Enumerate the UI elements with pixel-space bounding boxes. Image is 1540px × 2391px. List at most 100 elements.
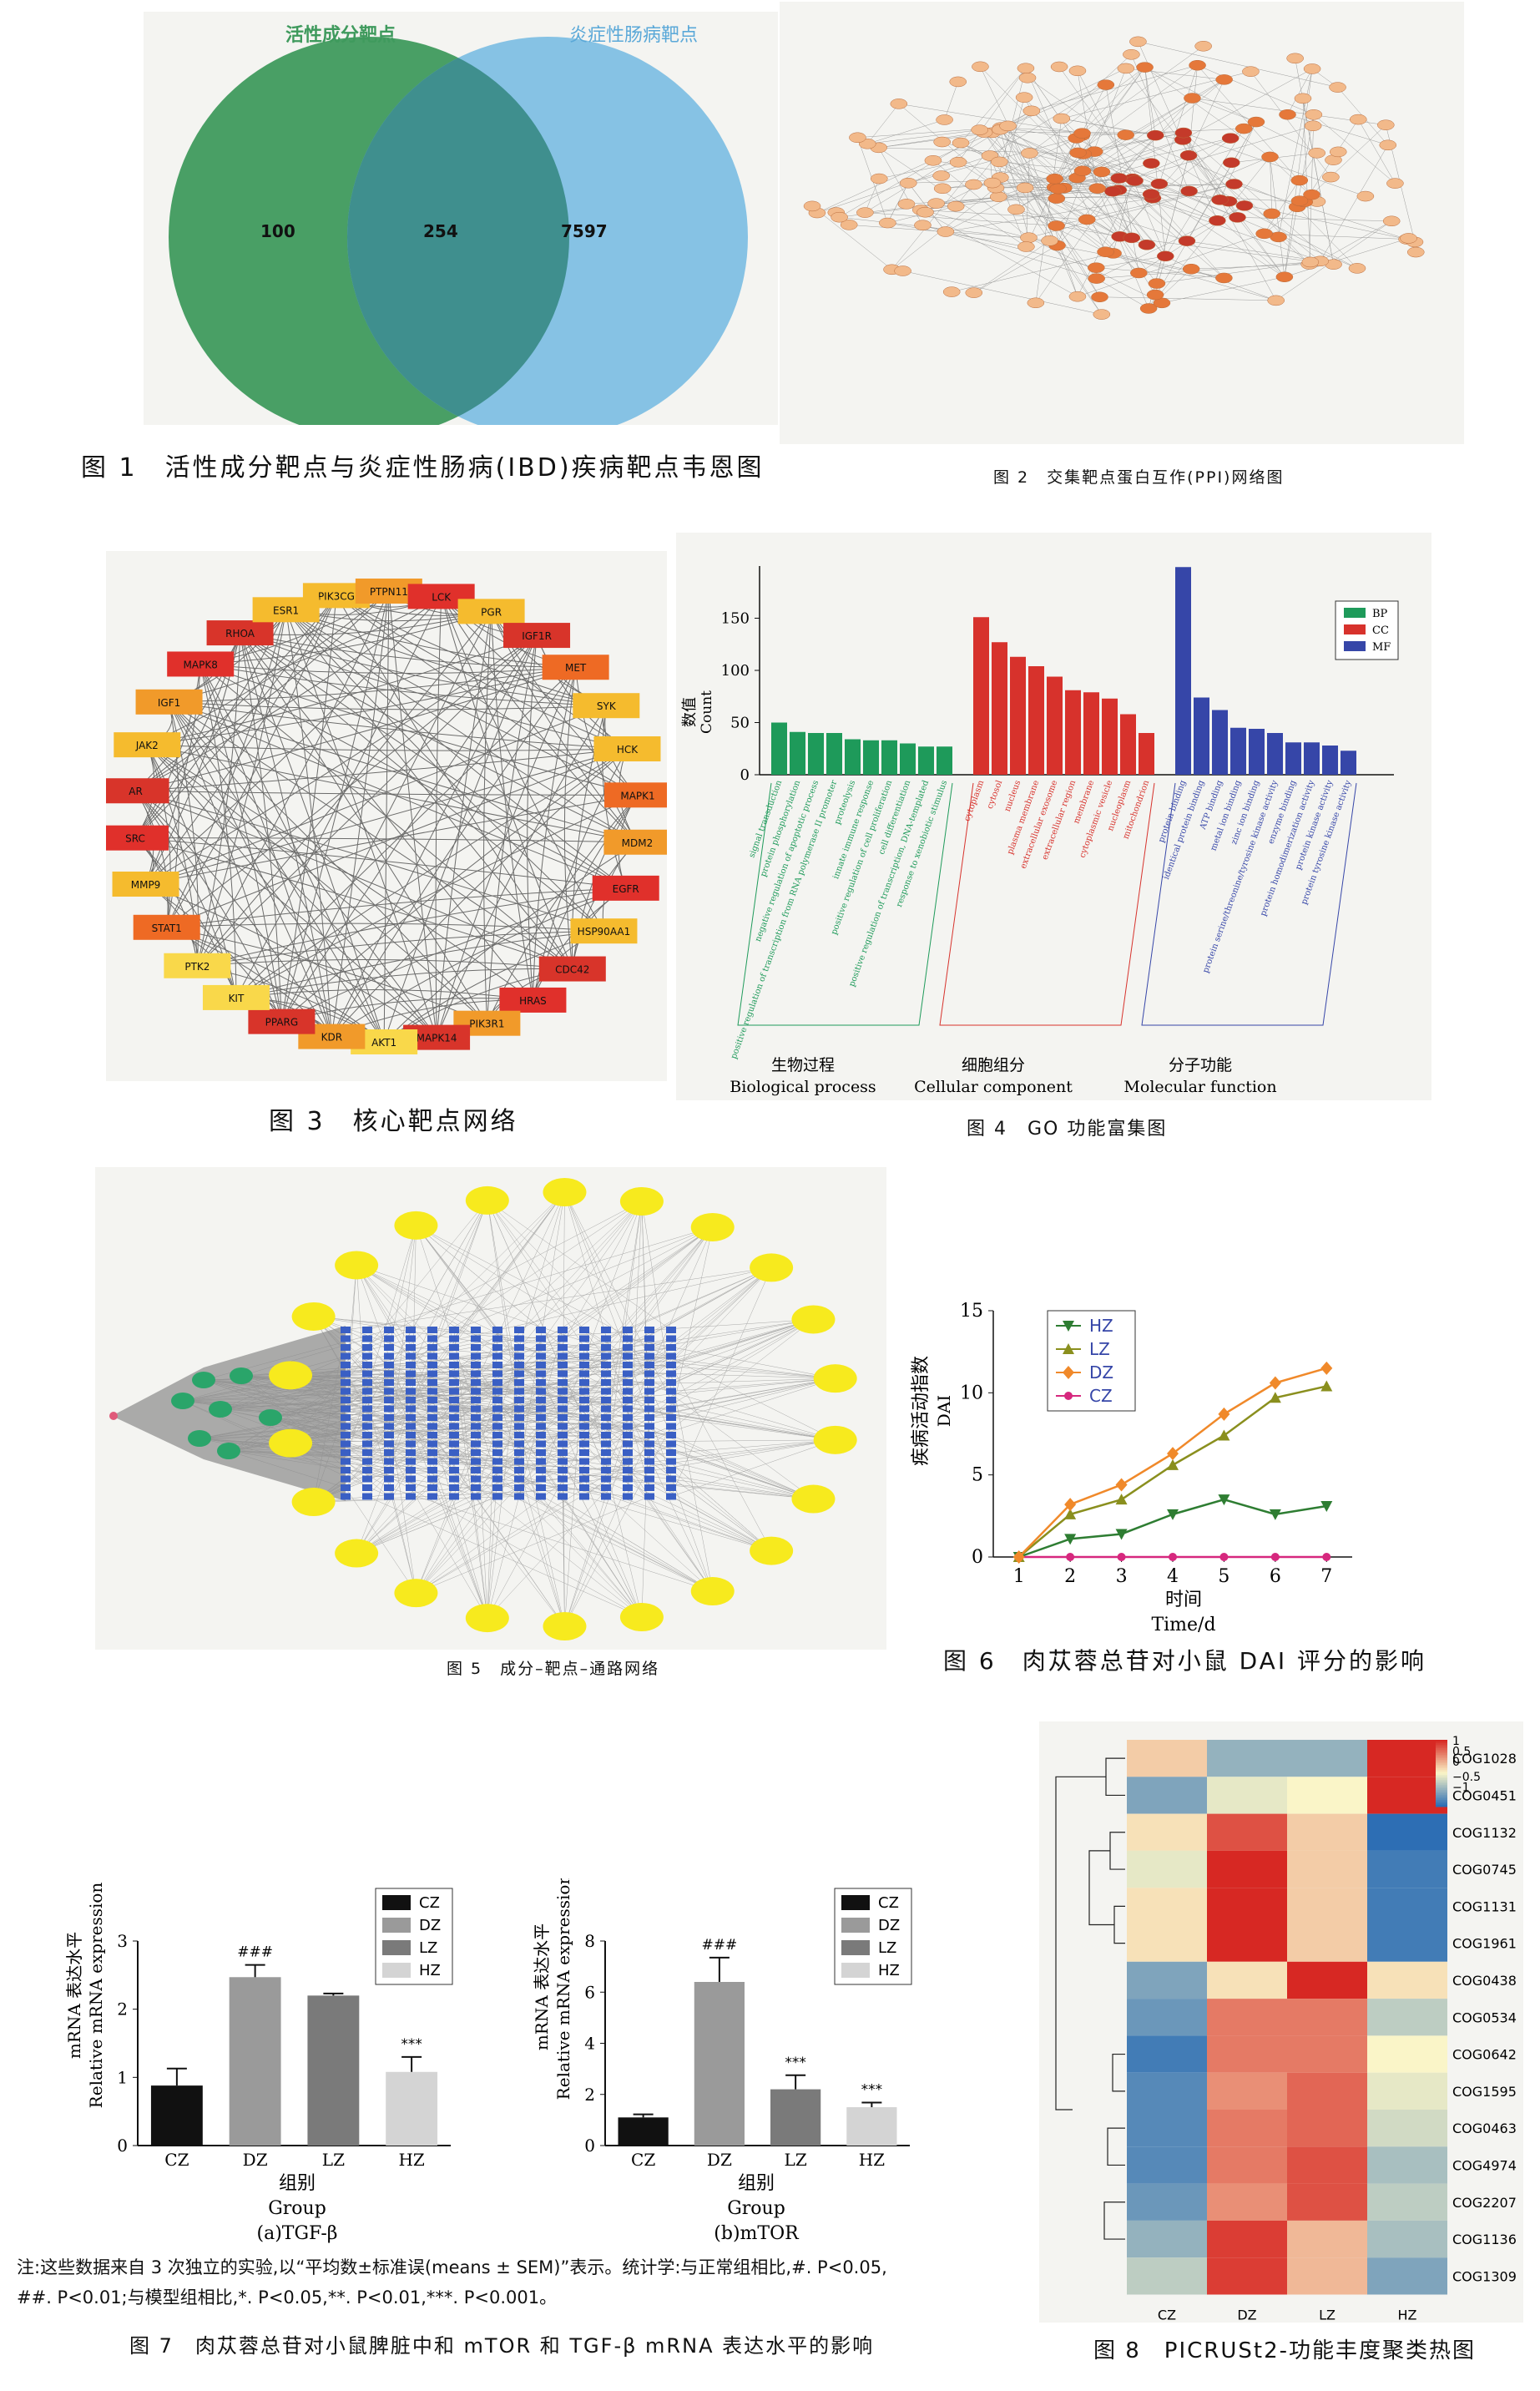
target-node <box>362 1458 372 1465</box>
ppi-edge <box>980 66 1057 226</box>
dai-point <box>1322 1553 1331 1561</box>
pathway-edge <box>562 1192 565 1436</box>
heatmap-cell <box>1127 2110 1207 2147</box>
pathway-node <box>465 1185 509 1215</box>
heatmap-row-label: COG1961 <box>1452 1936 1517 1952</box>
core-node-box <box>538 956 606 982</box>
ppi-node <box>1229 212 1246 223</box>
heatmap-scale-segment <box>1436 1782 1447 1784</box>
dendrogram-branch <box>1112 2053 1125 2092</box>
heatmap-scale-segment <box>1436 1795 1447 1797</box>
ppi-node <box>947 200 965 212</box>
pathway-edge <box>605 1469 814 1499</box>
target-node <box>449 1493 459 1500</box>
dendrogram-branch <box>1088 1850 1114 1926</box>
target-node <box>666 1440 676 1448</box>
core-edge <box>166 609 287 928</box>
go-group-cc-cn: 细胞组分 <box>962 1056 1025 1074</box>
dai-legend: HZ LZ DZ CZ <box>1047 1310 1136 1412</box>
ppi-edge <box>952 253 1113 292</box>
target-node <box>492 1475 502 1483</box>
bar-legend-swatch <box>382 1963 411 1978</box>
dai-point <box>1218 1494 1230 1506</box>
ppi-node <box>840 220 858 230</box>
ppi-edge <box>1148 156 1270 309</box>
heatmap-scale-segment <box>1436 1765 1447 1767</box>
target-node <box>579 1484 589 1491</box>
ppi-edge <box>902 270 1102 315</box>
target-node <box>558 1405 568 1413</box>
target-node <box>579 1467 589 1474</box>
heatmap-scale-segment <box>1436 1780 1447 1782</box>
target-node <box>341 1423 351 1430</box>
pathway-edge <box>605 1377 836 1453</box>
core-edge <box>285 609 607 706</box>
pathway-edge <box>487 1200 520 1392</box>
ppi-edge <box>1197 64 1314 115</box>
ppi-node <box>1048 193 1066 204</box>
target-node <box>406 1327 416 1333</box>
bar-legend-label: HZ <box>419 1962 441 1979</box>
pathway-edge <box>313 1316 542 1339</box>
ppi-node <box>933 183 952 195</box>
go-group-cc-en: Cellular component <box>914 1078 1073 1096</box>
target-node <box>514 1335 524 1342</box>
pathway-edge <box>670 1461 814 1499</box>
target-node <box>536 1362 546 1368</box>
ppi-edge <box>1320 220 1392 262</box>
pathway-edge <box>583 1487 772 1551</box>
core-node-label: JAK2 <box>135 740 159 751</box>
pathway-edge <box>518 1426 565 1627</box>
ppi-edge <box>1156 261 1310 284</box>
target-node <box>341 1484 351 1491</box>
ppi-node <box>1093 166 1111 178</box>
ppi-edge <box>1287 68 1313 115</box>
ppi-edge <box>1183 132 1334 265</box>
target-node <box>579 1388 589 1395</box>
pathway-edge <box>583 1329 814 1499</box>
target-node <box>406 1484 416 1491</box>
pathway-edge <box>475 1364 643 1618</box>
target-node <box>623 1379 633 1386</box>
heatmap-cell <box>1207 1999 1287 2036</box>
core-node-box <box>542 655 609 680</box>
pathway-edge <box>313 1356 672 1503</box>
dai-point <box>1218 1407 1230 1421</box>
mtor-xlabel-en: Group <box>727 2198 785 2219</box>
heatmap-scale-segment <box>1436 1772 1447 1774</box>
target-node <box>666 1475 676 1483</box>
go-legend-label: CC <box>1372 624 1389 637</box>
ppi-node <box>1180 185 1198 197</box>
target-node <box>601 1449 611 1456</box>
pathway-edge <box>627 1356 713 1592</box>
figure-4-caption: 图 4 GO 功能富集图 <box>967 1119 1168 1140</box>
ppi-edge <box>1234 184 1407 240</box>
ppi-edge <box>1056 198 1188 241</box>
heatmap-row-label: COG1131 <box>1452 1898 1517 1914</box>
target-node <box>666 1423 676 1430</box>
ppi-edge <box>1264 233 1407 240</box>
bar-x-tick-label: DZ <box>243 2150 268 2170</box>
target-node <box>362 1335 372 1342</box>
heatmap-col-label: LZ <box>1319 2308 1336 2323</box>
ppi-node <box>1117 129 1134 140</box>
heatmap-cell <box>1207 2257 1287 2295</box>
dai-point <box>1320 1361 1333 1375</box>
dendrogram-branch <box>1107 2127 1125 2166</box>
ppi-edge <box>1234 184 1310 265</box>
target-node <box>471 1493 481 1500</box>
target-node <box>536 1370 546 1377</box>
target-node <box>341 1327 351 1333</box>
target-node <box>514 1397 524 1403</box>
ppi-network-graph <box>803 36 1425 320</box>
core-edge <box>336 594 628 750</box>
target-node <box>341 1449 351 1456</box>
figure-5-caption: 图 5 成分–靶点–通路网络 <box>447 1660 660 1678</box>
ppi-node <box>1069 147 1087 159</box>
heatmap-scale-segment <box>1436 1758 1447 1761</box>
core-edge <box>200 663 576 674</box>
mtor-ylabel-en: Relative mRNA expression <box>553 1878 573 2100</box>
ppi-node <box>1018 72 1037 83</box>
target-node <box>341 1379 351 1386</box>
bar-dz <box>694 1982 745 2146</box>
